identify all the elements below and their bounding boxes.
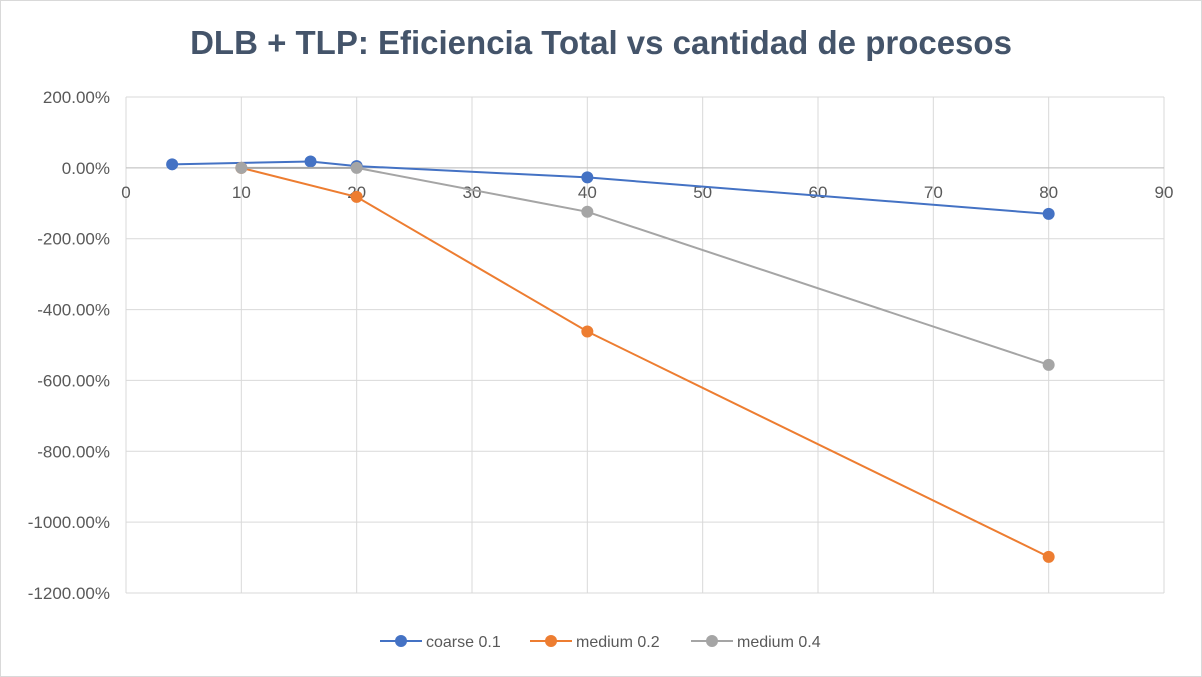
legend-entry: medium 0.4: [737, 634, 821, 651]
legend-entry: medium 0.2: [576, 634, 660, 651]
y-tick-label: 0.00%: [62, 159, 110, 178]
x-tick-label: 0: [121, 183, 130, 202]
data-point: [350, 161, 363, 174]
chart-title: DLB + TLP: Eficiencia Total vs cantidad …: [190, 24, 1012, 61]
data-point: [166, 158, 179, 171]
series-line: [172, 160, 1049, 215]
series-line: [241, 166, 1049, 366]
y-tick-label: -600.00%: [37, 371, 110, 390]
x-tick-label: 80: [1039, 183, 1058, 202]
data-point: [581, 171, 594, 184]
legend-marker: [395, 635, 407, 647]
x-tick-label: 30: [463, 183, 482, 202]
y-tick-label: -200.00%: [37, 230, 110, 249]
legend-entry: coarse 0.1: [426, 634, 501, 651]
data-point: [1042, 550, 1055, 563]
x-tick-label: 70: [924, 183, 943, 202]
x-tick-label: 60: [809, 183, 828, 202]
y-tick-label: -1200.00%: [28, 584, 110, 603]
data-point: [581, 205, 594, 218]
data-point: [304, 155, 317, 168]
x-tick-label: 90: [1155, 183, 1174, 202]
data-point: [581, 325, 594, 338]
legend-marker: [545, 635, 557, 647]
data-point: [350, 190, 363, 203]
data-point: [1042, 358, 1055, 371]
y-tick-label: -800.00%: [37, 442, 110, 461]
data-point: [1042, 207, 1055, 220]
y-tick-label: 200.00%: [43, 88, 110, 107]
legend-marker: [706, 635, 718, 647]
x-tick-label: 10: [232, 183, 251, 202]
series-line: [241, 166, 1050, 558]
y-tick-label: -1000.00%: [28, 513, 110, 532]
data-point: [235, 161, 248, 174]
y-tick-label: -400.00%: [37, 301, 110, 320]
x-tick-label: 40: [578, 183, 597, 202]
